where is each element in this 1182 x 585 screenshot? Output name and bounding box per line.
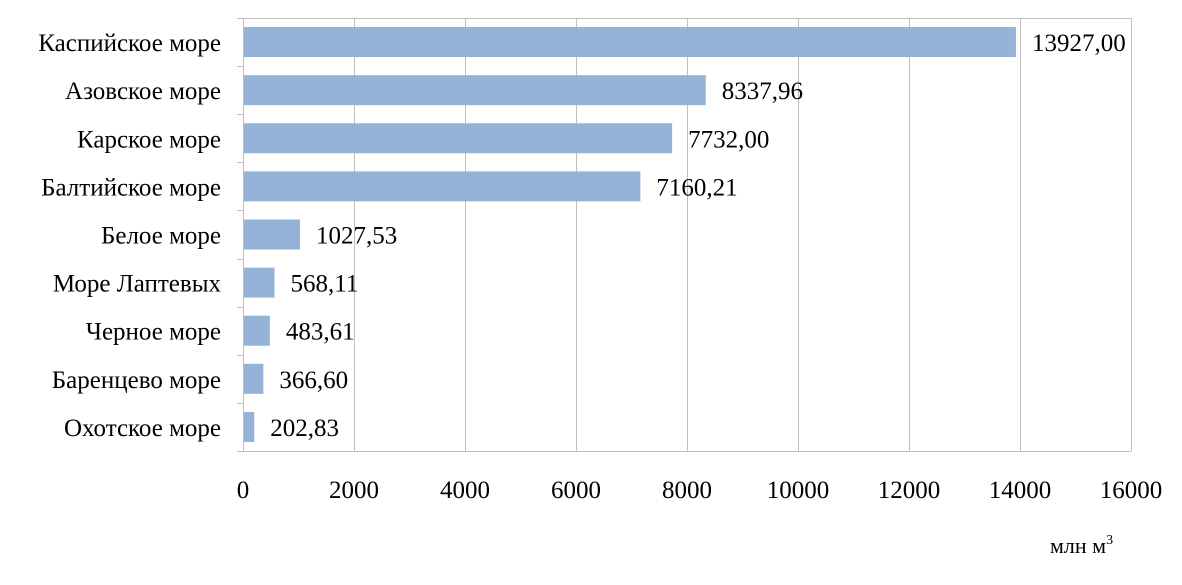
x-axis-unit-superscript: 3 <box>1106 533 1114 548</box>
bar <box>244 75 706 106</box>
x-tick-label: 6000 <box>551 477 601 504</box>
bar <box>244 171 641 202</box>
category-label: Каспийское море <box>38 30 221 57</box>
x-axis-unit: млн м <box>1050 533 1107 558</box>
bar <box>244 267 275 298</box>
x-tick-label: 12000 <box>878 477 941 504</box>
x-tick-label: 14000 <box>989 477 1052 504</box>
bar <box>244 123 673 154</box>
category-label: Белое море <box>101 223 221 250</box>
x-tick-label: 0 <box>237 477 250 504</box>
data-label: 7732,00 <box>688 126 769 153</box>
bar <box>244 27 1016 58</box>
x-tick-label: 4000 <box>440 477 490 504</box>
labels-layer: 0 2000 4000 6000 8000 10000 12000 14000 16000 Кас… <box>38 30 1162 504</box>
data-label: 483,61 <box>286 319 355 346</box>
data-label: 7160,21 <box>656 174 737 201</box>
data-label: 8337,96 <box>722 78 803 105</box>
x-axis-label: млн м3 <box>1050 533 1114 558</box>
bar <box>244 411 255 442</box>
data-label: 13927,00 <box>1032 30 1126 57</box>
bar <box>244 363 264 394</box>
data-label: 568,11 <box>291 271 359 298</box>
bar <box>244 219 301 250</box>
category-label: Азовское море <box>65 78 221 105</box>
category-label: Баренцево море <box>52 367 221 394</box>
x-tick-label: 2000 <box>329 477 379 504</box>
x-tick-label: 16000 <box>1100 477 1163 504</box>
data-label: 202,83 <box>270 415 339 442</box>
x-tick-label: 10000 <box>767 477 830 504</box>
category-label: Черное море <box>86 319 221 346</box>
category-label: Балтийское море <box>41 174 221 201</box>
bars-layer <box>244 27 1016 442</box>
bar <box>244 315 270 346</box>
category-label: Море Лаптевых <box>53 271 222 298</box>
category-label: Карское море <box>77 126 221 153</box>
category-label: Охотское море <box>64 415 221 442</box>
data-label: 366,60 <box>279 367 348 394</box>
data-label: 1027,53 <box>316 223 397 250</box>
x-tick-label: 8000 <box>662 477 712 504</box>
